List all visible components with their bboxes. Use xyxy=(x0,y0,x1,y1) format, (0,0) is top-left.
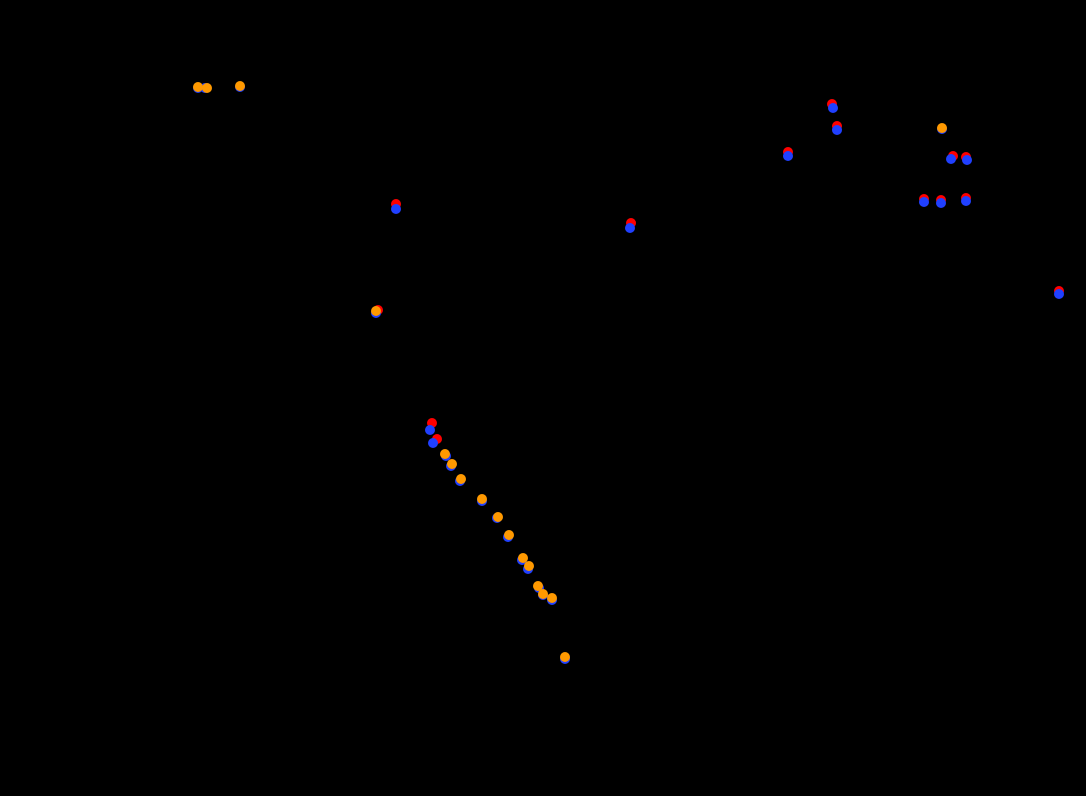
scatter-point-series-blue xyxy=(425,425,435,435)
scatter-point-series-blue xyxy=(783,151,793,161)
scatter-point-series-blue xyxy=(625,223,635,233)
scatter-point-series-orange xyxy=(504,530,514,540)
scatter-point-series-orange xyxy=(524,561,534,571)
scatter-point-series-blue xyxy=(961,196,971,206)
scatter-point-series-orange xyxy=(547,593,557,603)
scatter-point-series-orange xyxy=(447,459,457,469)
scatter-point-series-orange xyxy=(937,123,947,133)
scatter-point-series-blue xyxy=(919,197,929,207)
scatter-point-series-orange xyxy=(440,449,450,459)
scatter-point-series-blue xyxy=(832,125,842,135)
scatter-point-series-orange xyxy=(477,494,487,504)
scatter-point-series-blue xyxy=(828,103,838,113)
scatter-point-series-orange xyxy=(560,652,570,662)
scatter-point-series-orange xyxy=(493,512,503,522)
scatter-chart xyxy=(0,0,1086,796)
scatter-point-series-blue xyxy=(428,438,438,448)
scatter-point-series-orange xyxy=(371,306,381,316)
scatter-point-series-blue xyxy=(391,204,401,214)
scatter-point-series-orange xyxy=(202,83,212,93)
scatter-point-series-orange xyxy=(235,81,245,91)
scatter-point-series-orange xyxy=(456,474,466,484)
scatter-point-series-blue xyxy=(936,198,946,208)
scatter-point-series-blue xyxy=(946,154,956,164)
scatter-point-series-blue xyxy=(962,155,972,165)
scatter-point-series-blue xyxy=(1054,289,1064,299)
